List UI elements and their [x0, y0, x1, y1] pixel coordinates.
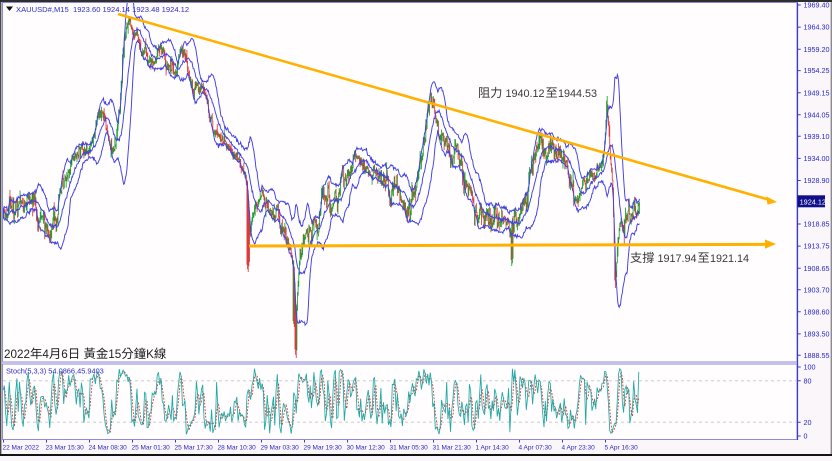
svg-text:K: K [146, 348, 154, 361]
svg-text:1954.25: 1954.25 [804, 66, 830, 75]
svg-text:5 Apr 16:30: 5 Apr 16:30 [605, 445, 639, 452]
svg-text:30 Mar 12:30: 30 Mar 12:30 [347, 445, 386, 452]
svg-text:29 Mar 03:30: 29 Mar 03:30 [261, 445, 300, 452]
svg-text:1939.10: 1939.10 [804, 132, 830, 141]
svg-text:2022: 2022 [4, 348, 30, 361]
svg-text:1898.60: 1898.60 [804, 307, 830, 316]
svg-text:25 Mar 17:30: 25 Mar 17:30 [175, 445, 214, 452]
svg-text:25 Mar 01:30: 25 Mar 01:30 [132, 445, 171, 452]
svg-text:1921.14: 1921.14 [710, 253, 749, 265]
svg-text:29 Mar 19:30: 29 Mar 19:30 [304, 445, 343, 452]
svg-text:28 Mar 10:30: 28 Mar 10:30 [218, 445, 257, 452]
svg-text:4 Apr 23:30: 4 Apr 23:30 [562, 445, 596, 452]
svg-text:24 Mar 08:30: 24 Mar 08:30 [89, 445, 128, 452]
svg-text:22 Mar 2022: 22 Mar 2022 [3, 445, 40, 452]
svg-text:20: 20 [804, 418, 812, 427]
svg-text:31 Mar 21:30: 31 Mar 21:30 [433, 445, 472, 452]
svg-text:Stoch(5,3,3) 54.0866,45.9403: Stoch(5,3,3) 54.0866,45.9403 [6, 367, 104, 376]
svg-text:1903.70: 1903.70 [804, 285, 830, 294]
svg-text:100: 100 [804, 363, 816, 372]
svg-text:80: 80 [804, 376, 812, 385]
svg-text:1944.53: 1944.53 [558, 88, 597, 100]
svg-text:1924.12: 1924.12 [800, 198, 826, 207]
svg-text:23 Mar 15:30: 23 Mar 15:30 [46, 445, 85, 452]
svg-text:1949.15: 1949.15 [804, 88, 830, 97]
svg-text:1918.85: 1918.85 [804, 220, 830, 229]
svg-text:4: 4 [42, 348, 49, 361]
svg-text:1969.40: 1969.40 [804, 1, 830, 10]
svg-text:1913.75: 1913.75 [804, 242, 830, 251]
svg-text:1944.05: 1944.05 [804, 110, 830, 119]
svg-text:1917.94: 1917.94 [658, 253, 697, 265]
svg-text:1908.65: 1908.65 [804, 264, 830, 273]
svg-text:1928.90: 1928.90 [804, 176, 830, 185]
svg-text:31 Mar 05:30: 31 Mar 05:30 [390, 445, 429, 452]
svg-text:1964.30: 1964.30 [804, 23, 830, 32]
svg-text:1934.00: 1934.00 [804, 154, 830, 163]
svg-text:1893.50: 1893.50 [804, 330, 830, 339]
svg-text:0: 0 [804, 432, 808, 441]
svg-text:6: 6 [61, 348, 68, 361]
svg-text:1 Apr 14:30: 1 Apr 14:30 [476, 445, 510, 452]
svg-text:1940.12: 1940.12 [506, 88, 545, 100]
svg-text:1888.55: 1888.55 [804, 351, 830, 360]
svg-text:15: 15 [108, 348, 122, 361]
svg-text:XAUUSD#,M15 1923.60 1924.14 1: XAUUSD#,M15 1923.60 1924.14 1923.48 1924… [16, 5, 189, 14]
svg-text:1959.20: 1959.20 [804, 45, 830, 54]
svg-text:4 Apr 07:30: 4 Apr 07:30 [519, 445, 553, 452]
